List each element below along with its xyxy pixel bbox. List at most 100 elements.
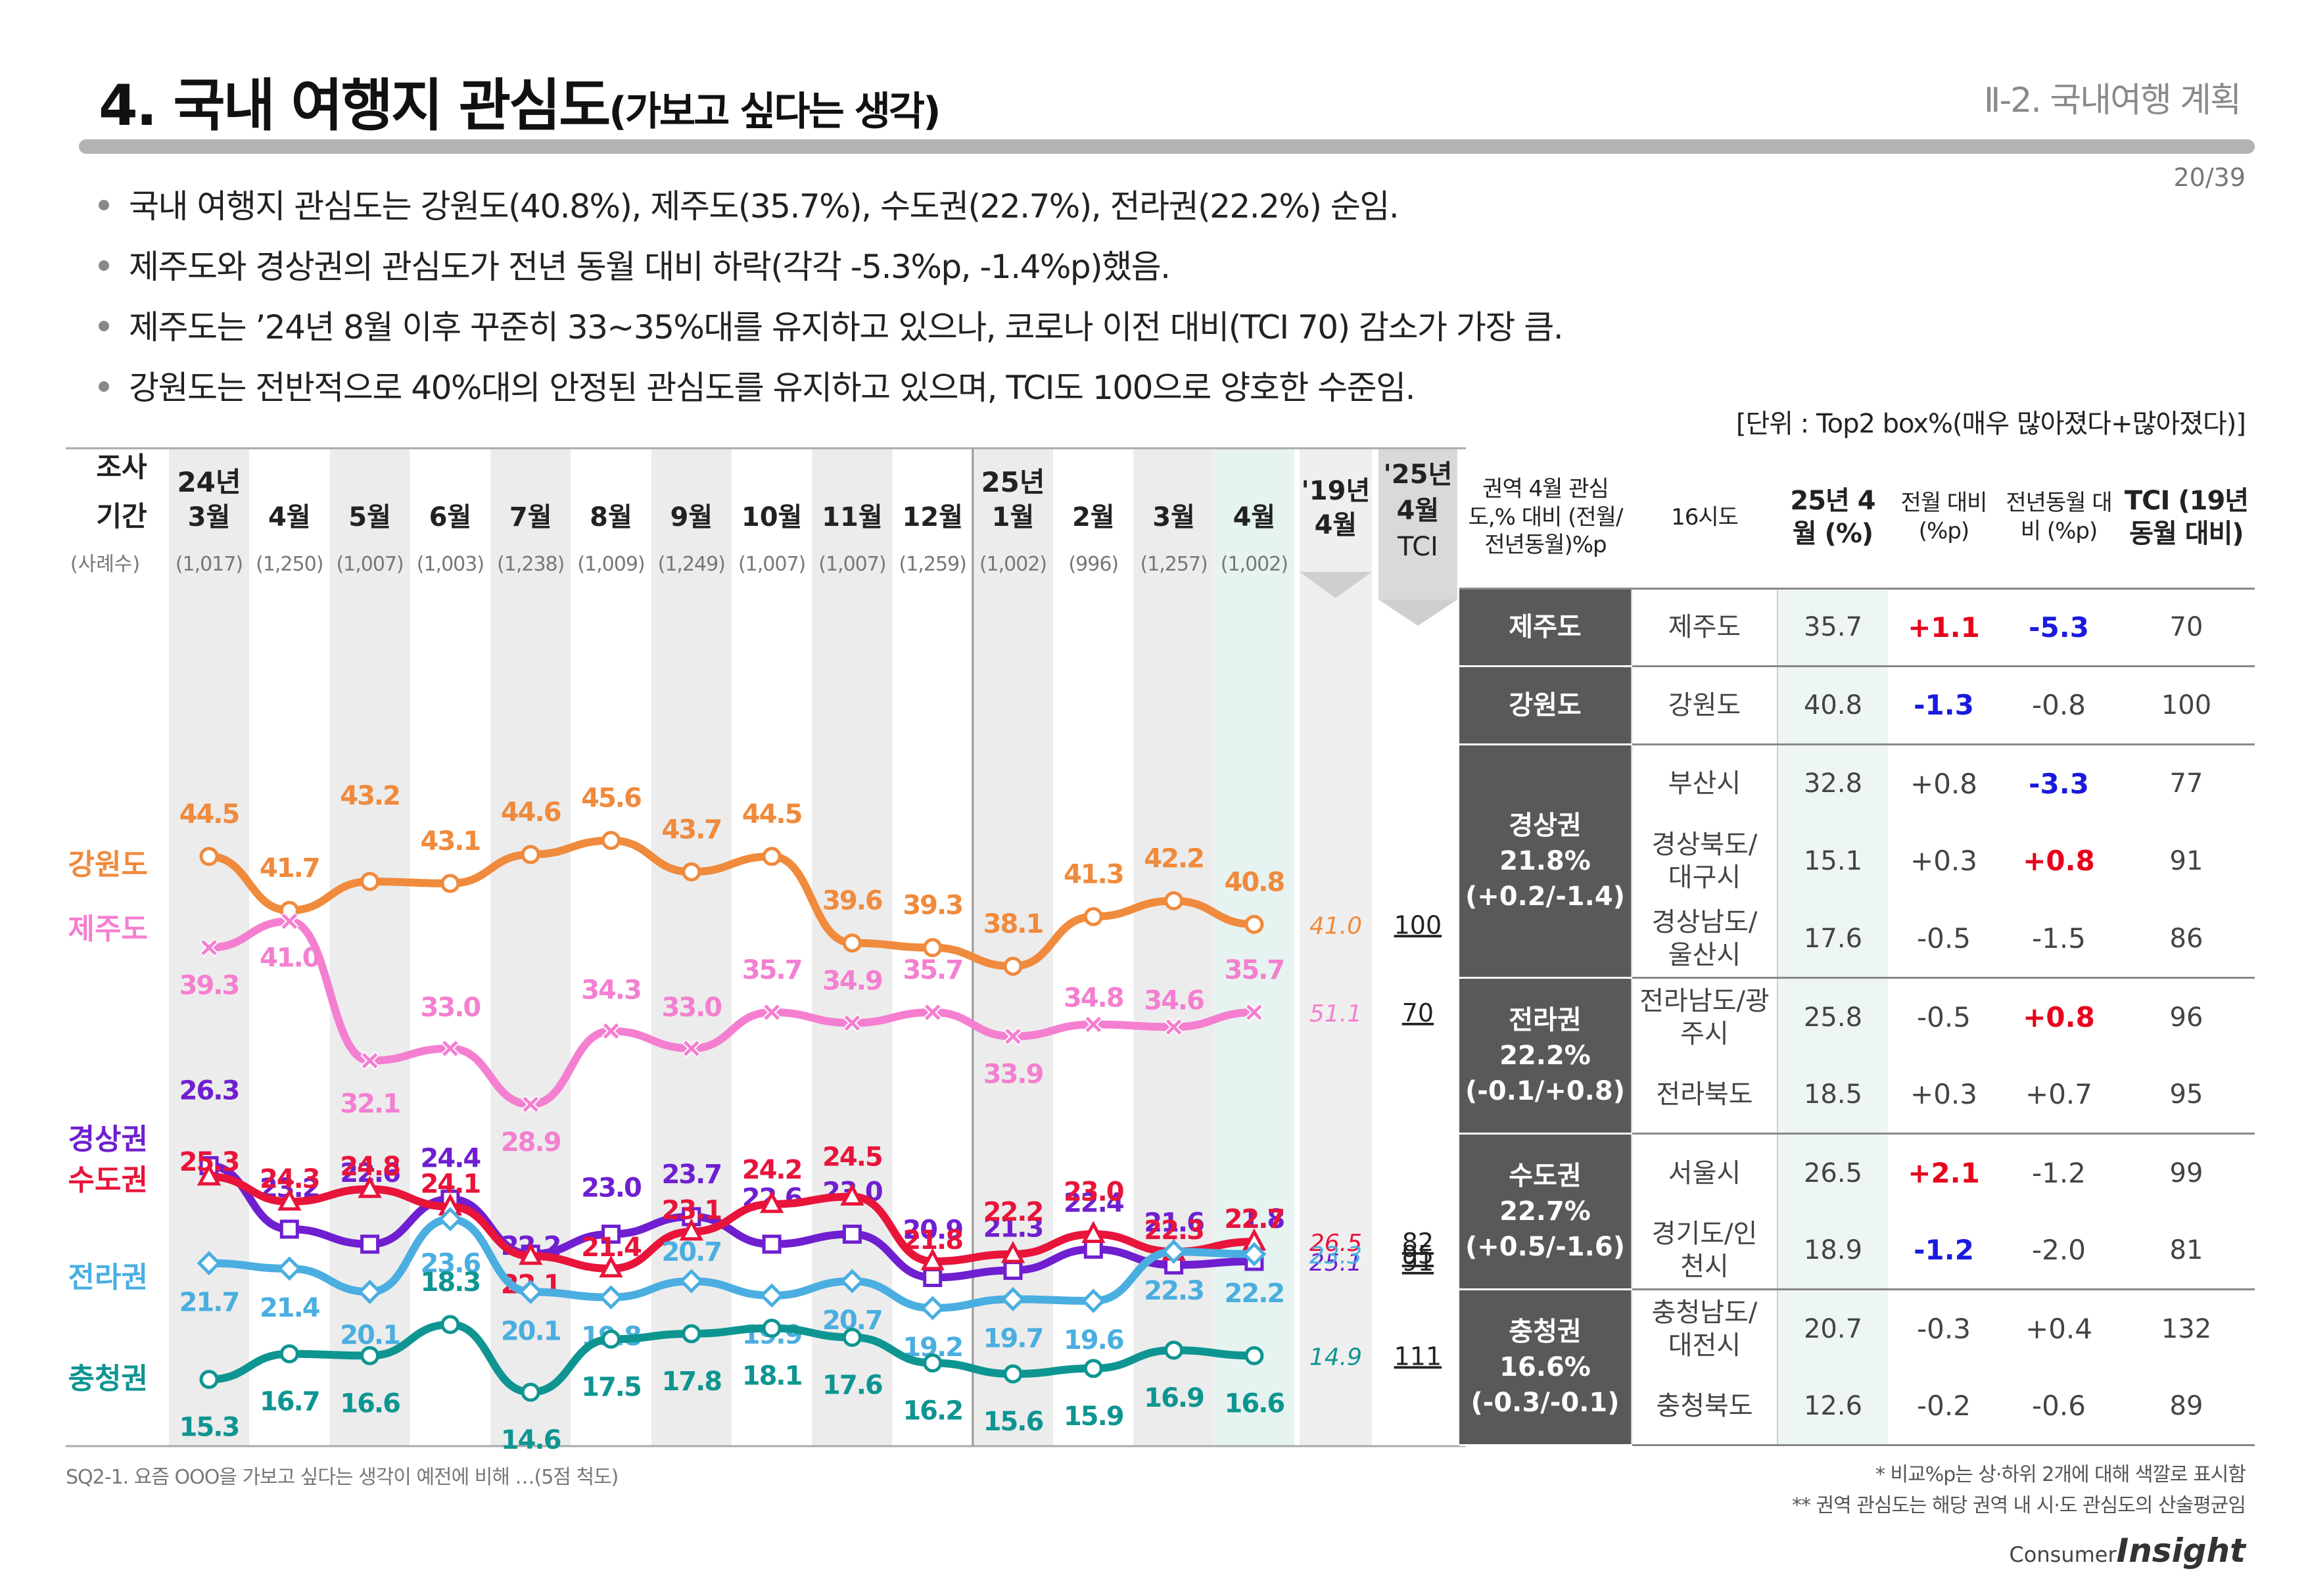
point-marker bbox=[438, 1207, 463, 1232]
table-header-cell: 25년 4월 (%) bbox=[1790, 485, 1875, 549]
point-marker bbox=[360, 1346, 380, 1365]
point-marker bbox=[762, 847, 782, 866]
series-name-제주도: 제주도 bbox=[68, 912, 148, 946]
point-marker bbox=[360, 1234, 380, 1254]
city-cell: 충청남도/ 대전시 bbox=[1631, 1289, 1777, 1367]
month-label: 4월 bbox=[268, 502, 311, 532]
month-label: 3월 bbox=[188, 502, 231, 532]
header-survey-1: 조사 bbox=[96, 451, 147, 483]
data-label: 24.4 bbox=[421, 1143, 481, 1173]
table-row: 충청북도 12.6 -0.2 -0.6 89 bbox=[1459, 1367, 2255, 1445]
sample-size: (1,009) bbox=[577, 553, 644, 576]
point-marker bbox=[197, 1251, 222, 1276]
month-label: 3월 bbox=[1152, 502, 1195, 532]
point-marker bbox=[440, 1315, 460, 1334]
sample-size: (1,259) bbox=[899, 553, 966, 576]
region-table: 권역 4월 관심도,% 대비 (전월/ 전년동월)%p 16시도 25년 4월 (%… bbox=[1459, 447, 2255, 1446]
value-cell: 32.8 bbox=[1777, 744, 1888, 822]
tci-cell: 70 bbox=[2169, 612, 2203, 643]
data-label: 19.6 bbox=[1064, 1325, 1123, 1355]
yoy-cell: -3.3 bbox=[2029, 767, 2089, 800]
point-marker bbox=[840, 1183, 864, 1206]
point-marker bbox=[201, 939, 217, 956]
header-survey-2: 기간 bbox=[96, 500, 147, 532]
data-label: 26.3 bbox=[179, 1075, 239, 1106]
point-marker bbox=[599, 1255, 623, 1278]
data-label: 43.2 bbox=[340, 781, 400, 811]
month-label: 8월 bbox=[590, 502, 632, 532]
tci-value: 70 bbox=[1402, 998, 1434, 1027]
point-marker bbox=[521, 1382, 540, 1402]
data-label: 35.7 bbox=[742, 955, 802, 985]
point-marker bbox=[601, 1225, 621, 1244]
header-tci-2: 4월 bbox=[1397, 496, 1440, 526]
column-shade bbox=[1133, 448, 1214, 1446]
data-label: 34.9 bbox=[822, 966, 882, 996]
sample-size: (1,007) bbox=[818, 553, 885, 576]
data-label: 24.3 bbox=[260, 1164, 319, 1194]
point-marker bbox=[1085, 1016, 1102, 1033]
point-marker bbox=[358, 1279, 383, 1304]
mom-cell: -0.2 bbox=[1917, 1390, 1971, 1422]
data-label: 45.6 bbox=[581, 784, 641, 814]
city-cell: 전라북도 bbox=[1631, 1056, 1777, 1134]
table-header-cell: TCI (19년 동월 대비) bbox=[2124, 485, 2249, 549]
region-cell: 수도권 22.7% (+0.5/-1.6) bbox=[1459, 1133, 1632, 1290]
data-label: 22.2 bbox=[983, 1197, 1043, 1227]
tci-cell: 81 bbox=[2169, 1234, 2203, 1265]
bullet-item: 제주도는 ’24년 8월 이후 꾸준히 33~35%대를 유지하고 있으나, 코… bbox=[99, 297, 1564, 358]
point-marker bbox=[684, 1041, 699, 1056]
data-label: 34.3 bbox=[581, 975, 641, 1006]
value-cell: 12.6 bbox=[1777, 1367, 1888, 1445]
bullet-dot-icon bbox=[99, 320, 109, 331]
point-marker bbox=[598, 1285, 624, 1310]
sample-size: (1,238) bbox=[497, 553, 564, 576]
value-2019: 51.1 bbox=[1309, 1000, 1362, 1027]
point-marker bbox=[1003, 1261, 1023, 1280]
header-2019-1: '19년 bbox=[1302, 476, 1371, 506]
region-table-grid: 권역 4월 관심도,% 대비 (전월/ 전년동월)%p 16시도 25년 4월 (%… bbox=[1459, 447, 2255, 1446]
tci-cell: 132 bbox=[2161, 1313, 2212, 1344]
series-name-전라권: 전라권 bbox=[68, 1261, 148, 1294]
summary-bullets: 국내 여행지 관심도는 강원도(40.8%), 제주도(35.7%), 수도권(… bbox=[99, 176, 1564, 418]
data-label: 35.7 bbox=[1225, 955, 1284, 985]
title-sub: (가보고 싶다는 생각) bbox=[609, 89, 941, 135]
point-marker bbox=[1083, 906, 1103, 926]
point-marker bbox=[762, 1319, 782, 1338]
value-2019: 41.0 bbox=[1309, 912, 1362, 939]
sample-size: (996) bbox=[1068, 553, 1118, 576]
city-cell: 서울시 bbox=[1631, 1133, 1777, 1211]
point-marker bbox=[281, 913, 298, 929]
point-marker bbox=[842, 1328, 862, 1348]
table-row: 경상남도/ 울산시 17.6 -0.5 -1.5 86 bbox=[1459, 900, 2255, 978]
logo-consumer: Consumer bbox=[2009, 1542, 2117, 1567]
data-label: 22.4 bbox=[1064, 1188, 1123, 1218]
yoy-cell: +0.4 bbox=[2025, 1313, 2092, 1345]
value-cell: 15.1 bbox=[1777, 822, 1888, 900]
tci-cell: 99 bbox=[2169, 1158, 2203, 1188]
data-label: 17.5 bbox=[581, 1372, 641, 1402]
sample-size: (1,002) bbox=[1221, 553, 1288, 576]
tci-value: 111 bbox=[1394, 1342, 1442, 1371]
table-header-row: 권역 4월 관심도,% 대비 (전월/ 전년동월)%p 16시도 25년 4월 (%… bbox=[1459, 447, 2255, 588]
point-marker bbox=[1162, 1239, 1187, 1264]
value-cell: 25.8 bbox=[1777, 977, 1888, 1056]
col-tci-shade bbox=[1378, 448, 1457, 599]
series-line-수도권 bbox=[205, 1173, 1258, 1273]
data-label: 33.9 bbox=[983, 1060, 1043, 1090]
tci-cell: 89 bbox=[2169, 1390, 2203, 1421]
data-label: 21.8 bbox=[1225, 1204, 1284, 1234]
point-marker bbox=[1164, 891, 1184, 910]
data-label: 20.7 bbox=[661, 1237, 721, 1267]
yoy-cell: +0.8 bbox=[2023, 1001, 2095, 1033]
point-marker bbox=[924, 1004, 941, 1020]
value-2019: 23.3 bbox=[1309, 1242, 1362, 1269]
region-cell: 경상권 21.8% (+0.2/-1.4) bbox=[1459, 744, 1632, 979]
point-marker bbox=[839, 1269, 864, 1294]
table-header-cell: 권역 4월 관심도,% 대비 (전월/ 전년동월)%p bbox=[1468, 476, 1624, 558]
city-cell: 경상남도/ 울산시 bbox=[1631, 900, 1777, 978]
month-label: 5월 bbox=[348, 502, 391, 532]
month-label: 10월 bbox=[741, 502, 802, 532]
title-divider bbox=[79, 139, 2255, 154]
